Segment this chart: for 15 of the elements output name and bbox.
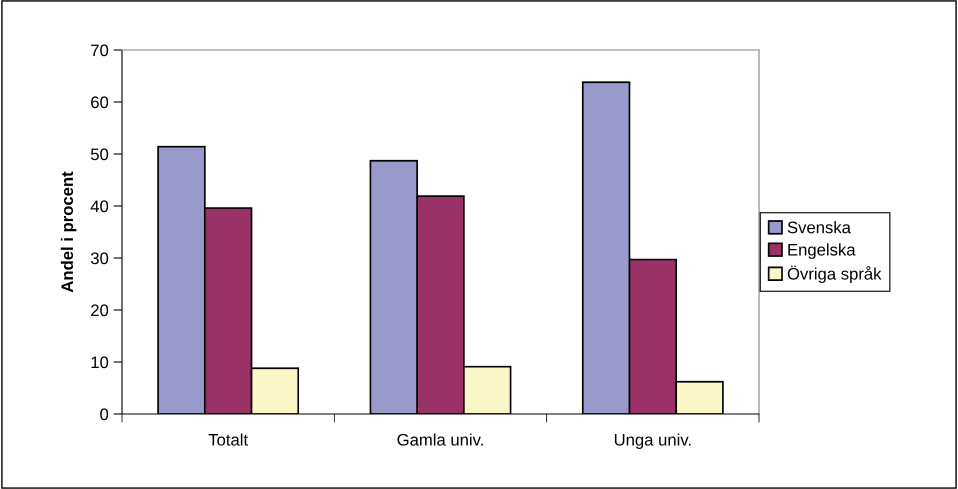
y-tick-label: 20 — [91, 304, 108, 316]
legend-label: Engelska — [788, 243, 856, 259]
legend-label: Övriga språk — [788, 266, 882, 283]
x-tick-label: Gamla univ. — [397, 433, 483, 446]
legend-label: Svenska — [788, 221, 851, 234]
x-tick-label: Unga univ. — [614, 433, 691, 449]
y-tick-label: 0 — [100, 408, 108, 420]
y-tick-label: 60 — [91, 96, 108, 108]
y-tick-label: 10 — [92, 356, 108, 368]
y-tick-label: 30 — [90, 252, 108, 264]
y-tick-label: 40 — [90, 200, 108, 212]
y-tick-label: 70 — [91, 44, 108, 56]
x-tick-label: Totalt — [208, 433, 248, 446]
y-tick-label: 50 — [90, 148, 108, 160]
y-axis-title: Andel i procent — [60, 172, 76, 292]
